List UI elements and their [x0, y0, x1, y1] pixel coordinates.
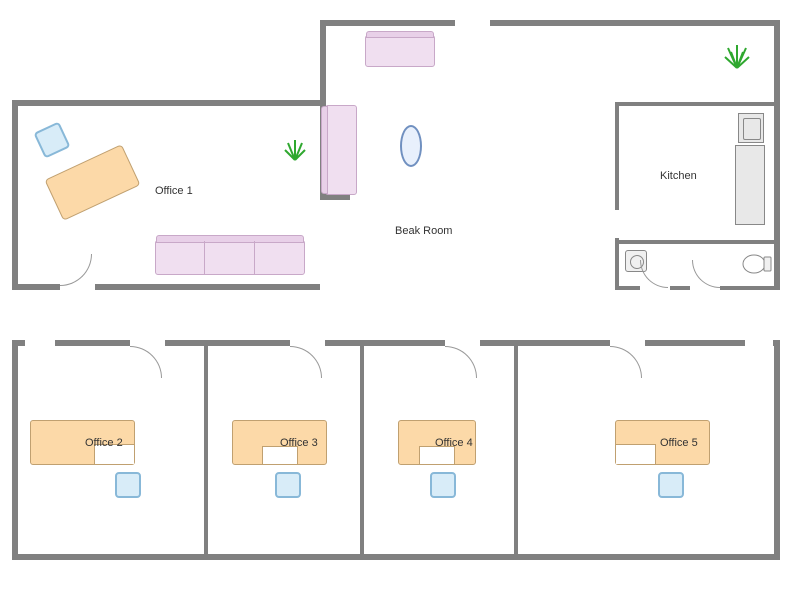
wall-segment	[12, 340, 18, 560]
label-office2: Office 2	[85, 437, 123, 449]
label-breakroom: Beak Room	[395, 225, 452, 237]
wall-segment	[615, 102, 619, 290]
breakroom-sofa-top	[365, 35, 435, 67]
kitchen-sink	[738, 113, 764, 143]
breakroom-plant	[720, 40, 754, 79]
office1-plant	[280, 135, 310, 170]
wall-segment	[12, 554, 780, 560]
wall-segment	[360, 340, 364, 560]
door-arc-o5	[610, 346, 642, 378]
office4-chair	[430, 472, 456, 498]
door-arc-o4	[445, 346, 477, 378]
office1-sofa	[155, 240, 305, 275]
wall-segment	[615, 240, 775, 244]
office5-chair	[658, 472, 684, 498]
door-arc-o2	[130, 346, 162, 378]
door-gap	[745, 340, 773, 346]
door-arc-bath1	[640, 260, 668, 288]
floorplan-canvas: Office 1 Beak Room Kitchen Office 2 Offi…	[0, 0, 800, 602]
wall-segment	[12, 284, 320, 290]
wall-segment	[514, 340, 518, 560]
label-office3: Office 3	[280, 437, 318, 449]
label-office1: Office 1	[155, 185, 193, 197]
wall-segment	[12, 100, 326, 106]
door-arc-bath2	[692, 260, 720, 288]
door-arc-office1	[60, 254, 92, 286]
label-kitchen: Kitchen	[660, 170, 697, 182]
door-arc-o3	[290, 346, 322, 378]
door-gap	[455, 20, 490, 26]
wall-segment	[774, 20, 780, 290]
door-gap	[25, 340, 55, 346]
breakroom-sofa-left	[325, 105, 357, 195]
wall-segment	[615, 102, 775, 106]
wall-segment	[12, 340, 780, 346]
office1-chair	[33, 121, 70, 158]
door-gap	[290, 340, 325, 346]
door-gap	[445, 340, 480, 346]
kitchen-counter	[735, 145, 765, 225]
wall-segment	[12, 100, 18, 290]
label-office4: Office 4	[435, 437, 473, 449]
bathroom-toilet	[742, 252, 772, 281]
label-office5: Office 5	[660, 437, 698, 449]
office2-chair	[115, 472, 141, 498]
breakroom-mirror	[400, 125, 422, 167]
office1-desk	[44, 144, 140, 221]
door-gap	[130, 340, 165, 346]
office3-chair	[275, 472, 301, 498]
wall-segment	[204, 340, 208, 560]
wall-segment	[774, 340, 780, 560]
wall-segment	[320, 20, 780, 26]
door-gap	[615, 210, 619, 238]
door-gap	[610, 340, 645, 346]
